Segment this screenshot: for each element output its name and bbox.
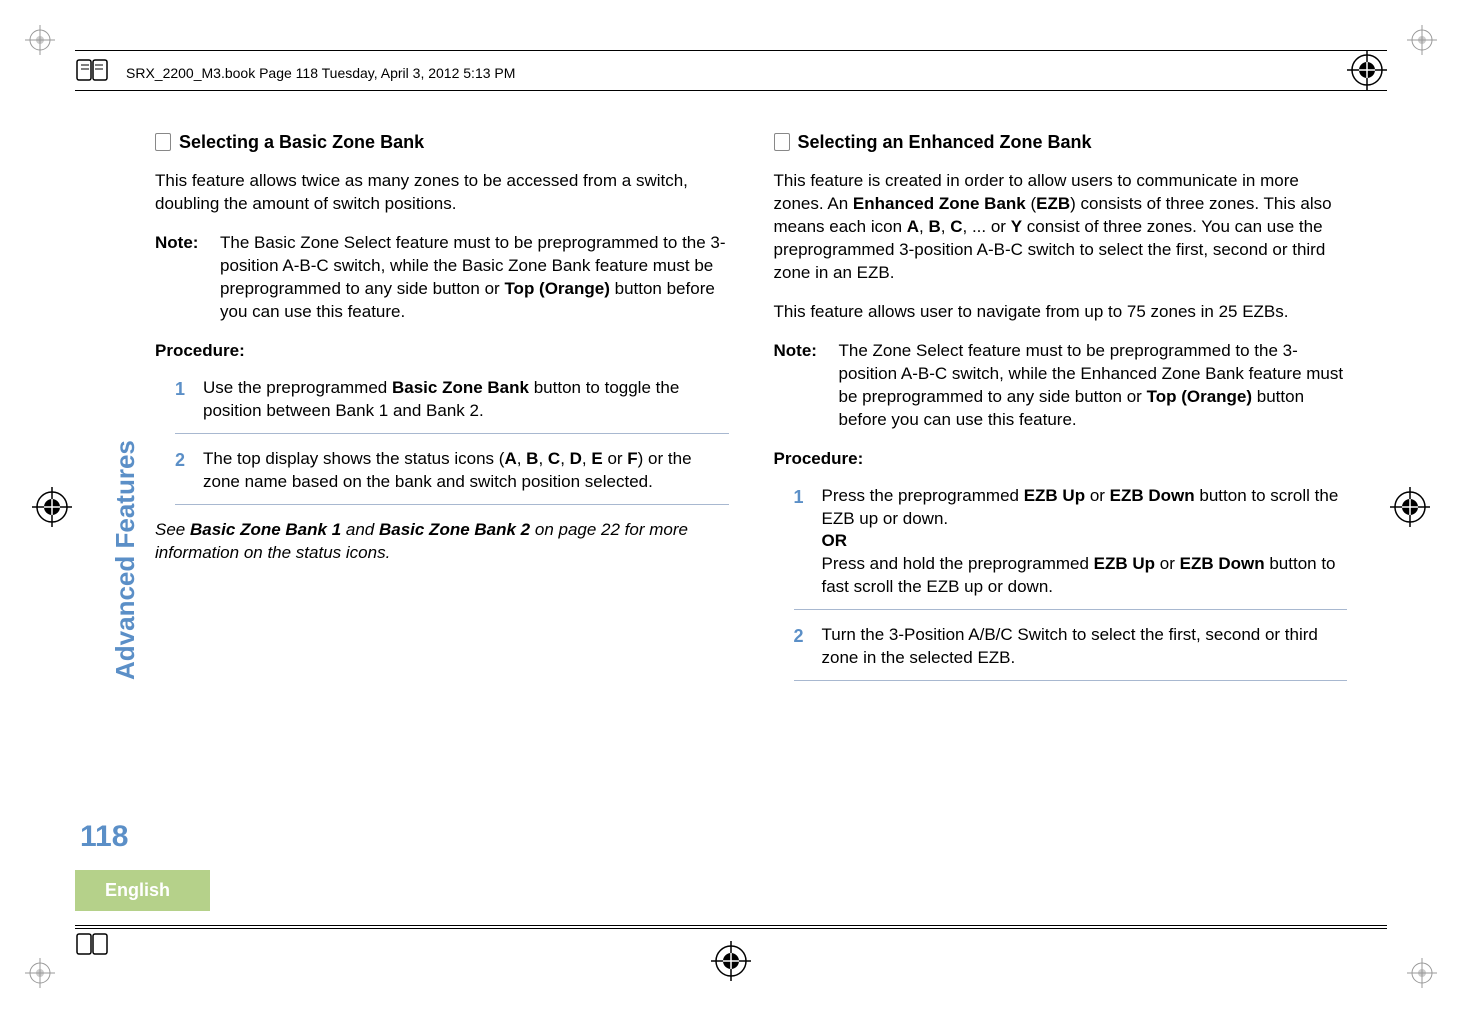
step-number: 2 xyxy=(794,624,822,670)
section-heading: Selecting an Enhanced Zone Bank xyxy=(774,130,1348,154)
procedure-step: 1 Use the preprogrammed Basic Zone Bank … xyxy=(175,377,729,434)
heading-text: Selecting an Enhanced Zone Bank xyxy=(798,130,1092,154)
step-text: The top display shows the status icons (… xyxy=(203,448,729,494)
registration-mark-icon xyxy=(32,487,72,527)
step-number: 1 xyxy=(794,485,822,600)
content-area: Selecting a Basic Zone Bank This feature… xyxy=(155,130,1347,695)
footnote: See Basic Zone Bank 1 and Basic Zone Ban… xyxy=(155,519,729,565)
book-icon xyxy=(155,133,171,151)
note-text: The Basic Zone Select feature must to be… xyxy=(220,232,729,324)
book-icon xyxy=(774,133,790,151)
sidebar: Advanced Features xyxy=(75,360,125,790)
step-number: 1 xyxy=(175,377,203,423)
intro-paragraph: This feature is created in order to allo… xyxy=(774,170,1348,285)
section-label: Advanced Features xyxy=(110,440,141,680)
note-block: Note: The Zone Select feature must to be… xyxy=(774,340,1348,432)
note-block: Note: The Basic Zone Select feature must… xyxy=(155,232,729,324)
page-footer xyxy=(75,928,1387,963)
crop-mark-icon xyxy=(1407,958,1437,988)
book-footer-icon xyxy=(75,930,111,963)
intro-paragraph: This feature allows twice as many zones … xyxy=(155,170,729,216)
crop-mark-icon xyxy=(25,958,55,988)
left-column: Selecting a Basic Zone Bank This feature… xyxy=(155,130,729,695)
header-rule xyxy=(75,90,1387,91)
page-header: SRX_2200_M3.book Page 118 Tuesday, April… xyxy=(75,55,1387,90)
procedure-step: 2 The top display shows the status icons… xyxy=(175,448,729,505)
footer-rule xyxy=(75,925,1387,926)
step-text: Use the preprogrammed Basic Zone Bank bu… xyxy=(203,377,729,423)
procedure-label: Procedure: xyxy=(774,448,1348,471)
heading-text: Selecting a Basic Zone Bank xyxy=(179,130,424,154)
language-label: English xyxy=(75,870,210,911)
note-label: Note: xyxy=(155,232,220,324)
header-rule xyxy=(75,50,1387,51)
paragraph: This feature allows user to navigate fro… xyxy=(774,301,1348,324)
crop-mark-icon xyxy=(1407,25,1437,55)
book-header-icon xyxy=(75,56,111,89)
clip-icon xyxy=(1347,50,1387,95)
procedure-label: Procedure: xyxy=(155,340,729,363)
procedure-step: 2 Turn the 3-Position A/B/C Switch to se… xyxy=(794,624,1348,681)
procedure-step: 1 Press the preprogrammed EZB Up or EZB … xyxy=(794,485,1348,611)
note-label: Note: xyxy=(774,340,839,432)
header-text: SRX_2200_M3.book Page 118 Tuesday, April… xyxy=(126,65,515,81)
step-text: Turn the 3-Position A/B/C Switch to sele… xyxy=(822,624,1348,670)
step-number: 2 xyxy=(175,448,203,494)
right-column: Selecting an Enhanced Zone Bank This fea… xyxy=(774,130,1348,695)
section-heading: Selecting a Basic Zone Bank xyxy=(155,130,729,154)
step-text: Press the preprogrammed EZB Up or EZB Do… xyxy=(822,485,1348,600)
or-label: OR xyxy=(822,531,848,550)
registration-mark-icon xyxy=(1390,487,1430,527)
note-text: The Zone Select feature must to be prepr… xyxy=(839,340,1348,432)
crop-mark-icon xyxy=(25,25,55,55)
page-number: 118 xyxy=(80,820,128,854)
